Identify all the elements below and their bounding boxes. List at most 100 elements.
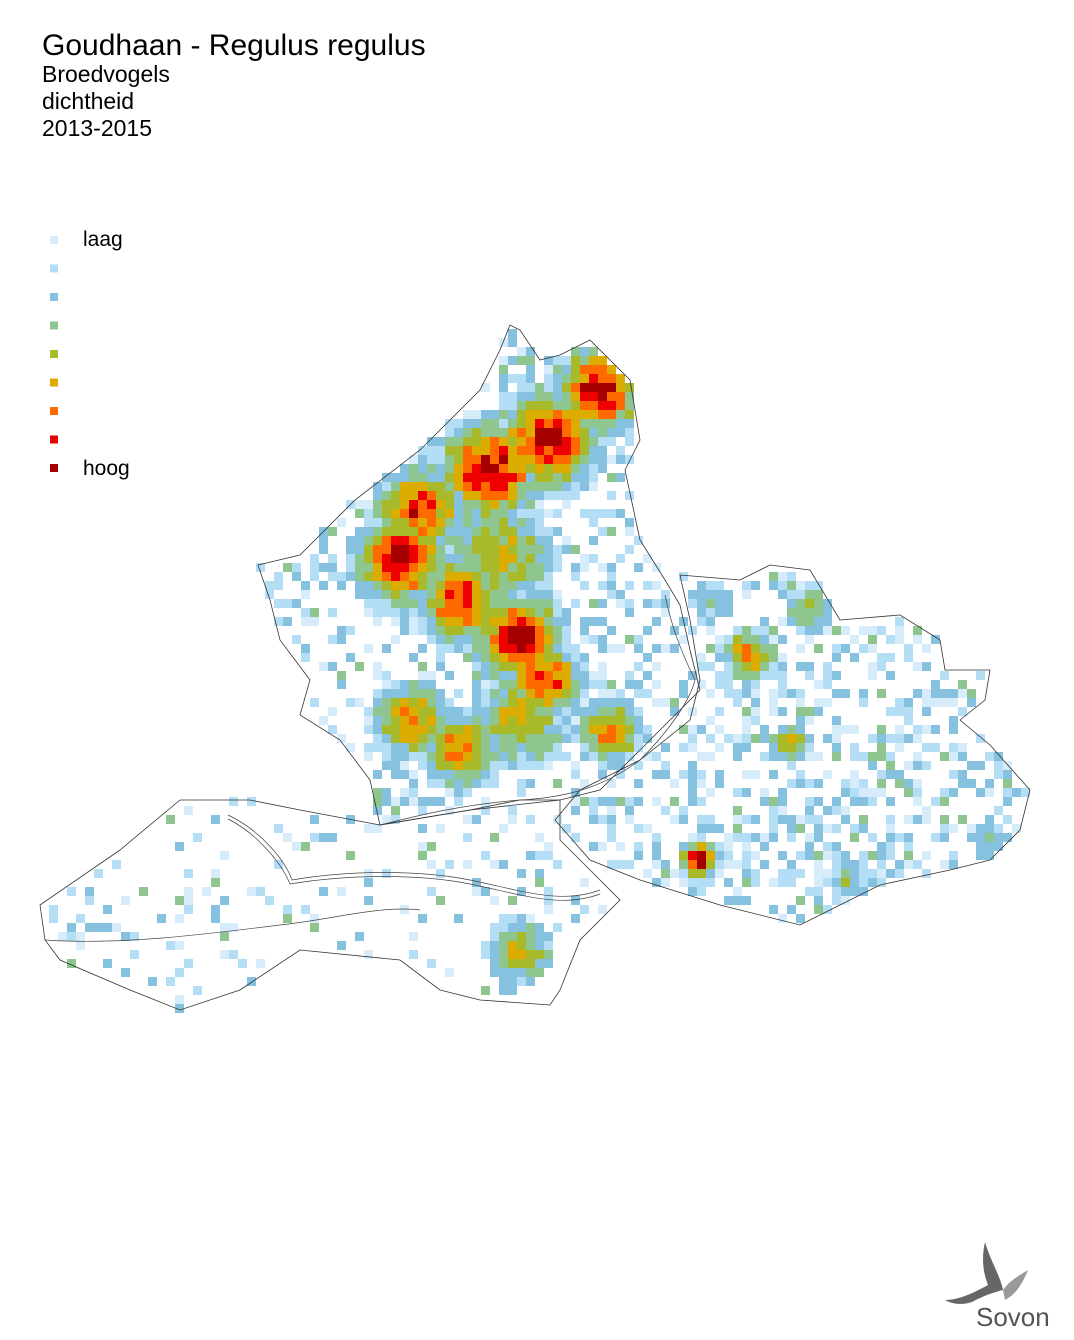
- grid-cell: [652, 662, 661, 671]
- grid-cell: [580, 509, 589, 518]
- grid-cell: [913, 788, 922, 797]
- grid-cell: [373, 509, 382, 518]
- grid-cell: [742, 626, 751, 635]
- grid-cell: [481, 428, 490, 437]
- grid-cell: [517, 635, 526, 644]
- grid-cell: [553, 779, 562, 788]
- grid-cell: [418, 482, 427, 491]
- grid-cell: [454, 482, 463, 491]
- grid-cell: [616, 797, 625, 806]
- grid-cell: [544, 662, 553, 671]
- grid-cell: [805, 851, 814, 860]
- grid-cell: [400, 590, 409, 599]
- grid-cell: [841, 869, 850, 878]
- grid-cell: [544, 545, 553, 554]
- grid-cell: [301, 842, 310, 851]
- grid-cell: [409, 617, 418, 626]
- grid-cell: [355, 554, 364, 563]
- grid-cell: [508, 923, 517, 932]
- grid-cell: [400, 545, 409, 554]
- grid-cell: [796, 869, 805, 878]
- grid-cell: [427, 860, 436, 869]
- grid-cell: [364, 545, 373, 554]
- grid-cell: [832, 644, 841, 653]
- grid-cell: [508, 950, 517, 959]
- grid-cell: [391, 761, 400, 770]
- grid-cell: [985, 842, 994, 851]
- grid-cell: [562, 419, 571, 428]
- grid-cell: [364, 644, 373, 653]
- grid-cell: [778, 734, 787, 743]
- grid-cell: [436, 446, 445, 455]
- grid-cell: [616, 644, 625, 653]
- grid-cell: [607, 509, 616, 518]
- grid-cell: [463, 563, 472, 572]
- grid-cell: [310, 833, 319, 842]
- grid-cell: [841, 806, 850, 815]
- grid-cell: [400, 698, 409, 707]
- grid-cell: [400, 725, 409, 734]
- grid-cell: [787, 572, 796, 581]
- grid-cell: [517, 482, 526, 491]
- grid-cell: [436, 518, 445, 527]
- grid-cell: [859, 797, 868, 806]
- grid-cell: [517, 689, 526, 698]
- grid-cell: [409, 689, 418, 698]
- river: [227, 814, 601, 897]
- grid-cell: [913, 815, 922, 824]
- grid-cell: [499, 356, 508, 365]
- grid-cell: [436, 455, 445, 464]
- grid-cell: [409, 779, 418, 788]
- grid-cell: [436, 761, 445, 770]
- grid-cell: [697, 878, 706, 887]
- grid-cell: [517, 968, 526, 977]
- grid-cell: [868, 734, 877, 743]
- grid-cell: [454, 734, 463, 743]
- grid-cell: [922, 743, 931, 752]
- grid-cell: [679, 680, 688, 689]
- grid-cell: [580, 419, 589, 428]
- grid-cell: [652, 698, 661, 707]
- province-border: [39, 799, 621, 1011]
- grid-cell: [724, 896, 733, 905]
- grid-cell: [337, 626, 346, 635]
- grid-cell: [283, 905, 292, 914]
- grid-cell: [706, 608, 715, 617]
- grid-cell: [409, 482, 418, 491]
- grid-cell: [571, 896, 580, 905]
- grid-cell: [508, 599, 517, 608]
- grid-cell: [409, 491, 418, 500]
- grid-cell: [616, 590, 625, 599]
- grid-cell: [805, 779, 814, 788]
- grid-cell: [508, 644, 517, 653]
- grid-cell: [823, 905, 832, 914]
- grid-cell: [805, 671, 814, 680]
- grid-cell: [427, 545, 436, 554]
- grid-cell: [778, 869, 787, 878]
- grid-cell: [364, 608, 373, 617]
- grid-cell: [463, 410, 472, 419]
- grid-cell: [553, 680, 562, 689]
- grid-cell: [373, 725, 382, 734]
- grid-cell: [751, 716, 760, 725]
- grid-cell: [616, 761, 625, 770]
- grid-cell: [562, 734, 571, 743]
- grid-cell: [616, 860, 625, 869]
- grid-cell: [472, 428, 481, 437]
- grid-cell: [517, 473, 526, 482]
- grid-cell: [895, 770, 904, 779]
- grid-cell: [283, 617, 292, 626]
- grid-cell: [346, 536, 355, 545]
- grid-cell: [625, 815, 634, 824]
- grid-cell: [571, 653, 580, 662]
- grid-cell: [454, 797, 463, 806]
- grid-cell: [526, 374, 535, 383]
- grid-cell: [319, 833, 328, 842]
- grid-cell: [562, 536, 571, 545]
- grid-cell: [661, 878, 670, 887]
- grid-cell: [526, 977, 535, 986]
- grid-cell: [895, 707, 904, 716]
- grid-cell: [472, 437, 481, 446]
- grid-cell: [391, 698, 400, 707]
- grid-cell: [823, 662, 832, 671]
